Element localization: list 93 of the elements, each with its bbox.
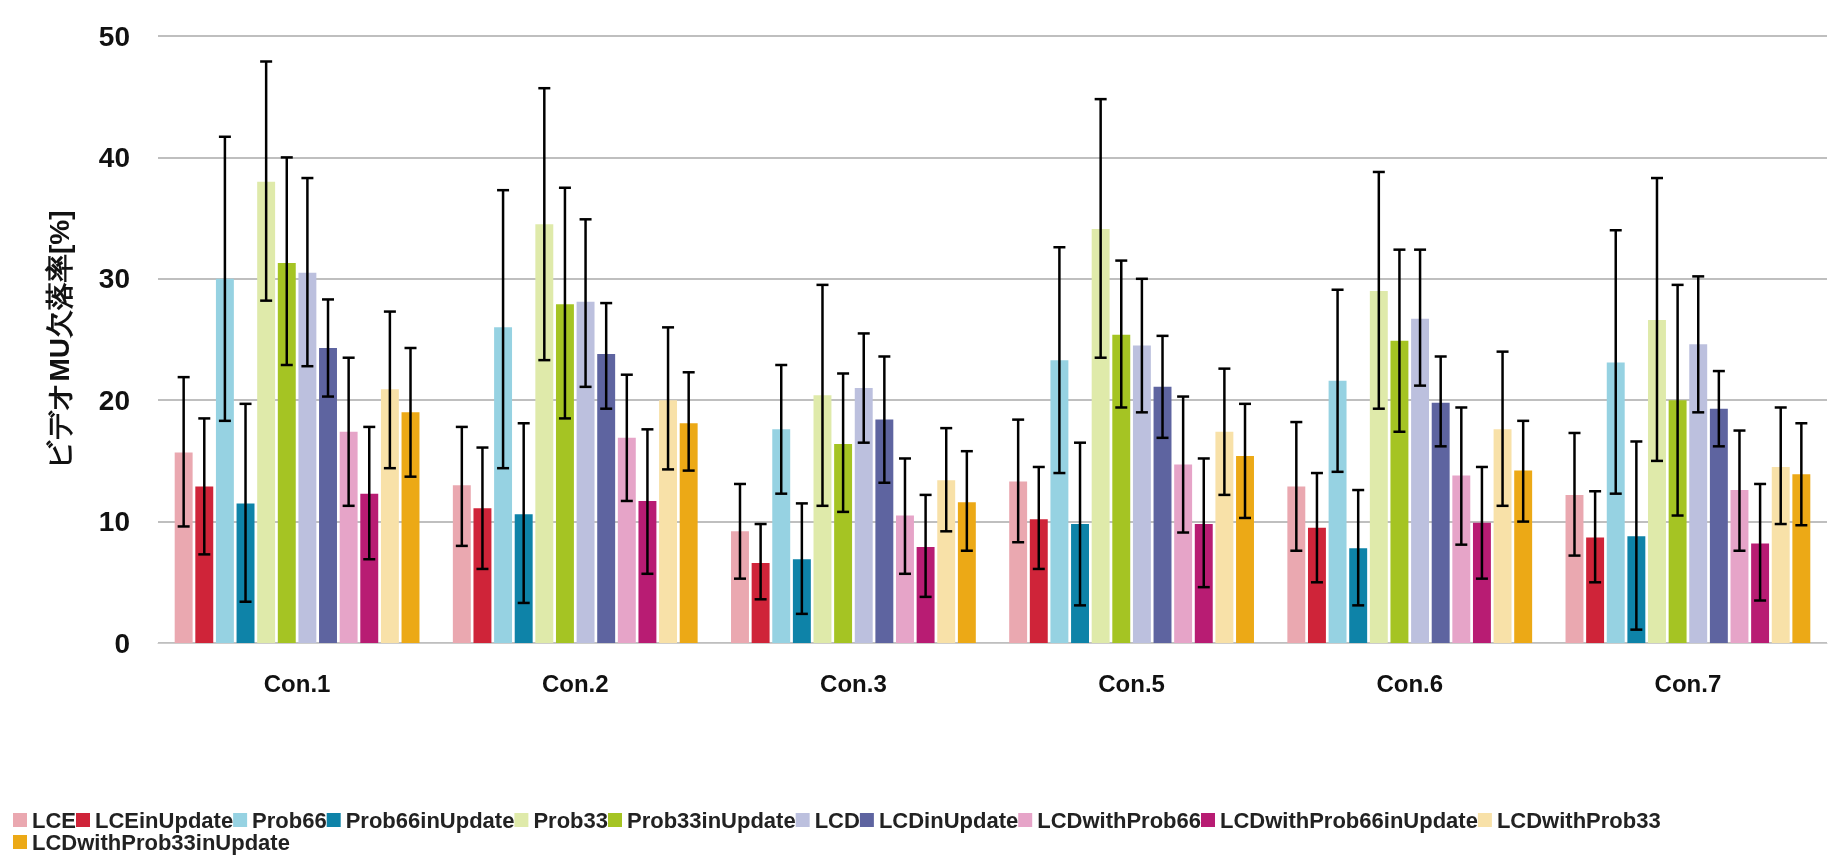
x-tick-label: Con.7 xyxy=(1654,669,1722,697)
bar xyxy=(1648,320,1666,643)
bar xyxy=(1689,344,1708,643)
bar xyxy=(916,547,935,643)
bar xyxy=(597,354,616,643)
bar xyxy=(1369,290,1388,643)
y-tick-label: 20 xyxy=(98,384,130,416)
bar xyxy=(1452,475,1471,643)
bar xyxy=(772,429,791,643)
bar xyxy=(494,327,513,643)
bar xyxy=(1730,490,1749,643)
bar xyxy=(1194,524,1213,643)
legend-label: Prob66inUpdate xyxy=(345,807,515,833)
bar xyxy=(195,486,214,643)
bar xyxy=(215,278,234,643)
bar xyxy=(731,531,749,643)
y-tick-label: 40 xyxy=(98,141,130,173)
x-tick-label: Con.3 xyxy=(820,669,887,697)
bar xyxy=(1431,402,1450,643)
y-tick-label: 10 xyxy=(98,506,130,538)
legend-label: LCE xyxy=(32,807,76,833)
bar xyxy=(1153,386,1172,643)
legend-label: Prob66 xyxy=(252,807,327,833)
bar xyxy=(1050,360,1069,643)
bar xyxy=(792,559,811,643)
x-tick-label: Con.1 xyxy=(263,669,331,697)
bar xyxy=(1071,524,1089,643)
bar xyxy=(1215,431,1234,643)
bar xyxy=(1009,481,1028,643)
bar xyxy=(298,272,317,643)
bar xyxy=(1287,486,1306,643)
bar xyxy=(875,419,894,643)
bar xyxy=(1606,362,1625,643)
bar xyxy=(535,224,554,643)
bar xyxy=(401,412,420,643)
bar xyxy=(751,562,770,643)
bar xyxy=(576,301,595,643)
legend-label: LCDwithProb33 xyxy=(1496,807,1661,833)
bar xyxy=(1751,543,1770,643)
bar xyxy=(1236,456,1254,643)
bar xyxy=(1091,229,1110,643)
bar xyxy=(1792,474,1811,643)
y-tick-label: 0 xyxy=(114,627,130,659)
bar xyxy=(1586,537,1605,643)
bar xyxy=(679,423,698,643)
bar xyxy=(277,263,296,643)
bar xyxy=(1565,494,1584,643)
x-tick-label: Con.2 xyxy=(541,669,609,697)
bar xyxy=(380,389,399,643)
bar xyxy=(1349,548,1368,643)
bar xyxy=(174,452,193,643)
bar xyxy=(813,395,832,643)
bar xyxy=(473,508,492,643)
x-tick-label: Con.6 xyxy=(1376,669,1444,697)
bar xyxy=(834,443,853,643)
legend-label: LCDinUpdate xyxy=(878,807,1019,833)
legend-label: LCEinUpdate xyxy=(95,807,234,833)
y-tick-label: 50 xyxy=(98,20,130,52)
legend-label: LCDwithProb66 xyxy=(1037,807,1202,833)
bar xyxy=(1493,429,1512,643)
bar xyxy=(896,515,914,643)
bar xyxy=(1514,470,1533,643)
bar xyxy=(1029,519,1048,643)
bar xyxy=(1132,345,1151,643)
y-tick-label: 30 xyxy=(98,263,130,295)
bar xyxy=(1112,334,1131,643)
bar xyxy=(452,485,471,643)
legend-label: LCD xyxy=(814,807,860,833)
bar xyxy=(854,388,873,643)
bar xyxy=(1328,380,1347,643)
bar xyxy=(360,493,379,643)
legend-label: LCDwithProb66inUpdate xyxy=(1220,807,1478,833)
bar xyxy=(1174,464,1193,643)
bar xyxy=(1307,527,1326,643)
bar xyxy=(319,348,337,643)
bar xyxy=(1668,400,1687,643)
bar xyxy=(1771,466,1790,643)
bar xyxy=(1709,408,1728,643)
bar xyxy=(339,431,358,643)
bar xyxy=(1472,522,1491,643)
legend-label: Prob33inUpdate xyxy=(626,807,796,833)
bar xyxy=(1390,340,1409,643)
bar xyxy=(1411,318,1430,643)
bar xyxy=(937,480,956,643)
x-tick-label: Con.5 xyxy=(1098,669,1165,697)
bar xyxy=(638,500,657,643)
bar xyxy=(257,181,276,643)
y-axis-title: ビデオMU欠落率[%] xyxy=(43,210,75,469)
bar xyxy=(957,502,976,643)
bar xyxy=(617,437,636,643)
bar xyxy=(555,304,574,643)
legend-label: Prob33 xyxy=(533,807,608,833)
bar xyxy=(659,400,678,643)
